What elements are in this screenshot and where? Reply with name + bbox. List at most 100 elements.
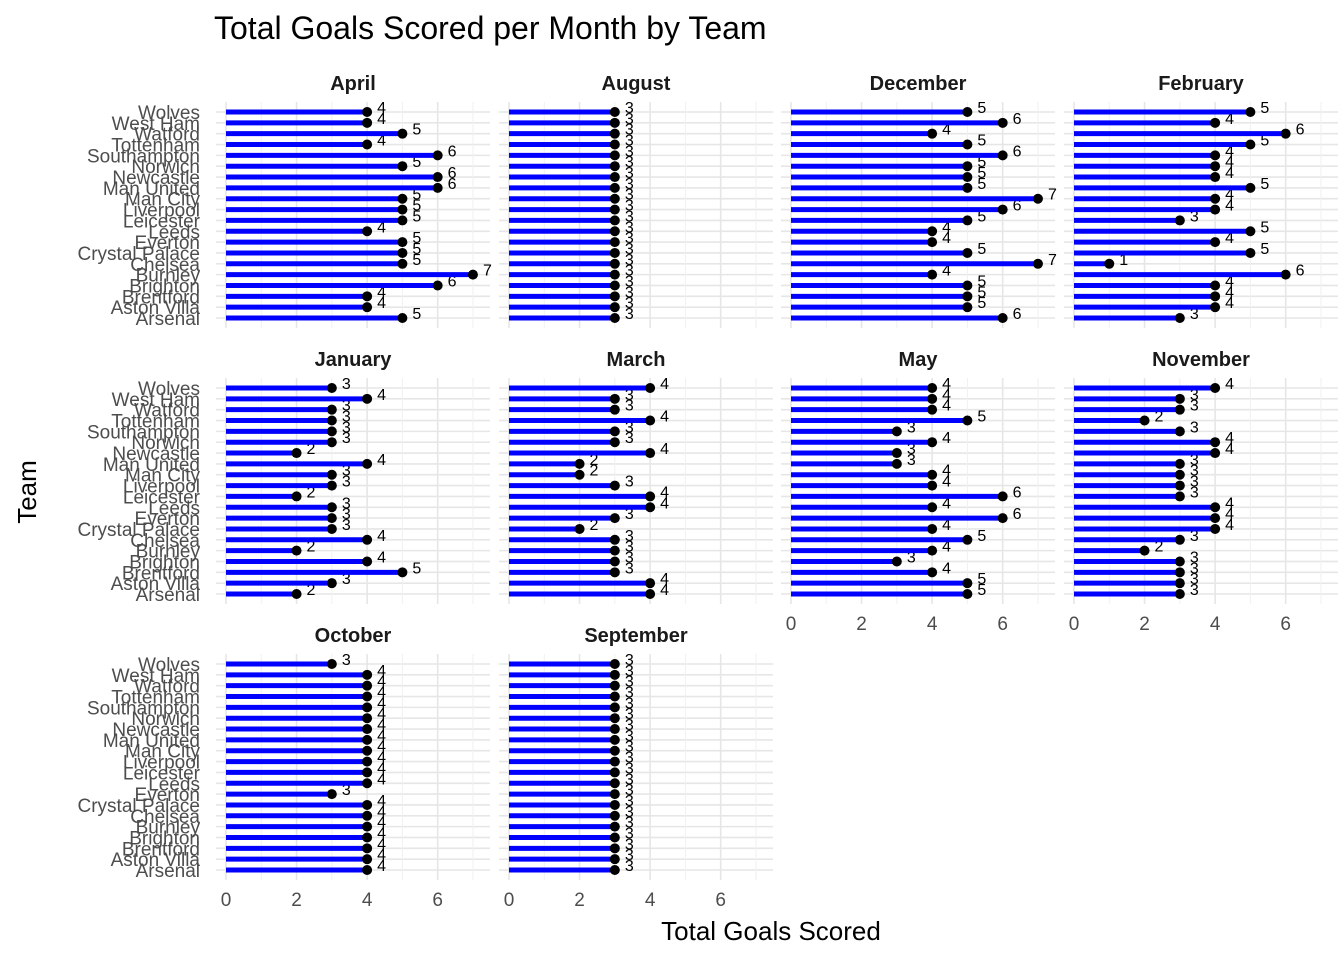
data-label: 6 xyxy=(1013,143,1022,160)
y-tick-label: Wolves xyxy=(138,103,200,124)
data-point xyxy=(1245,107,1256,117)
y-tick-label: Burnley xyxy=(136,266,201,287)
data-point xyxy=(609,534,620,545)
data-label: 3 xyxy=(625,474,634,491)
data-label: 3 xyxy=(625,219,634,236)
y-tick-label: Aston Villa xyxy=(111,298,201,319)
data-label: 4 xyxy=(660,441,669,458)
data-point xyxy=(609,702,620,713)
data-label: 3 xyxy=(625,252,634,269)
data-point xyxy=(432,150,443,161)
data-label: 3 xyxy=(342,782,351,799)
data-point xyxy=(1210,237,1221,248)
y-tick-label: Wolves xyxy=(138,379,200,400)
y-tick-label: Newcastle xyxy=(112,168,200,189)
data-point xyxy=(397,204,408,215)
data-label: 6 xyxy=(1296,122,1305,139)
data-label: 3 xyxy=(625,208,634,225)
y-tick-label: Man City xyxy=(125,190,200,211)
data-label: 3 xyxy=(625,695,634,712)
y-tick-label: Watford xyxy=(134,677,200,698)
data-point xyxy=(362,854,373,865)
data-point xyxy=(362,745,373,756)
data-point xyxy=(927,237,938,248)
data-label: 3 xyxy=(625,858,634,875)
data-point xyxy=(362,556,373,567)
data-point xyxy=(1174,567,1185,578)
data-point xyxy=(962,280,973,291)
data-label: 5 xyxy=(977,273,986,290)
y-tick-label: Man United xyxy=(103,455,200,476)
data-label: 4 xyxy=(377,858,386,875)
data-label: 3 xyxy=(625,815,634,832)
data-label: 5 xyxy=(1260,176,1269,193)
data-label: 4 xyxy=(942,219,951,236)
data-label: 4 xyxy=(942,376,951,393)
data-point xyxy=(362,117,373,128)
data-label: 4 xyxy=(377,100,386,117)
data-label: 7 xyxy=(483,263,492,280)
data-point xyxy=(891,426,902,437)
data-label: 3 xyxy=(1190,582,1199,599)
y-tick-label: Leicester xyxy=(123,487,201,508)
y-tick-label: Aston Villa xyxy=(111,850,201,871)
x-tick-label: 4 xyxy=(362,890,373,911)
data-label: 4 xyxy=(377,685,386,702)
data-point xyxy=(326,502,337,513)
data-label: 4 xyxy=(660,495,669,512)
data-point xyxy=(362,393,373,404)
data-label: 4 xyxy=(942,430,951,447)
data-label: 5 xyxy=(977,176,986,193)
y-tick-label: Arsenal xyxy=(136,861,200,882)
y-tick-label: Brighton xyxy=(129,276,200,297)
data-point xyxy=(574,523,585,534)
x-tick-label: 2 xyxy=(856,614,867,635)
data-point xyxy=(1210,302,1221,313)
x-tick-label: 0 xyxy=(221,890,232,911)
y-tick-label: Norwich xyxy=(131,433,200,454)
data-point xyxy=(962,182,973,193)
data-label: 5 xyxy=(977,409,986,426)
data-point xyxy=(1104,258,1115,269)
y-tick-label: Burnley xyxy=(136,542,201,563)
panel-title: October xyxy=(315,625,392,647)
data-point xyxy=(997,313,1008,323)
data-point xyxy=(362,534,373,545)
data-label: 4 xyxy=(660,582,669,599)
data-point xyxy=(1210,448,1221,459)
data-label: 4 xyxy=(942,539,951,556)
data-point xyxy=(645,502,656,513)
data-point xyxy=(997,204,1008,215)
data-label: 3 xyxy=(1190,452,1199,469)
y-tick-label: Crystal Palace xyxy=(78,796,201,817)
data-point xyxy=(326,469,337,480)
data-point xyxy=(397,128,408,139)
data-label: 2 xyxy=(307,582,316,599)
y-tick-label: Southampton xyxy=(87,146,200,167)
data-point xyxy=(326,480,337,491)
data-label: 3 xyxy=(625,187,634,204)
data-label: 4 xyxy=(377,528,386,545)
data-point xyxy=(927,523,938,534)
data-point xyxy=(962,247,973,258)
data-label: 3 xyxy=(625,782,634,799)
data-point xyxy=(609,513,620,524)
data-label: 3 xyxy=(625,295,634,312)
data-point xyxy=(397,313,408,323)
data-label: 3 xyxy=(625,273,634,290)
y-tick-label: Man City xyxy=(125,742,200,763)
data-label: 6 xyxy=(1013,111,1022,128)
data-point xyxy=(326,578,337,589)
data-label: 3 xyxy=(625,528,634,545)
data-point xyxy=(609,139,620,150)
data-label: 2 xyxy=(590,463,599,480)
data-label: 3 xyxy=(625,198,634,215)
data-label: 3 xyxy=(1190,208,1199,225)
data-point xyxy=(362,713,373,724)
y-tick-label: Leeds xyxy=(148,774,200,795)
data-point xyxy=(609,843,620,854)
y-tick-label: Everton xyxy=(135,233,200,254)
data-label: 4 xyxy=(660,376,669,393)
data-point xyxy=(609,150,620,161)
